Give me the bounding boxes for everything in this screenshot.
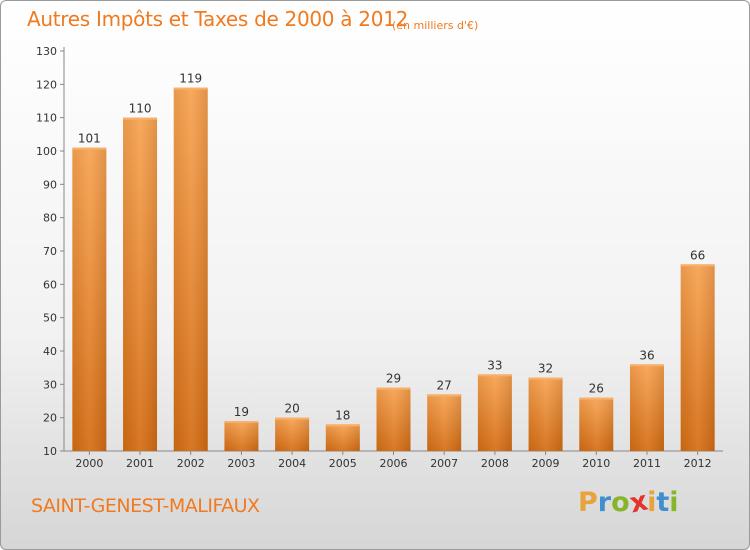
bar-value-label: 19 [234,405,249,419]
proxiti-logo: Proxiti [578,486,679,520]
bar-top-edge [325,424,360,427]
bar-2004 [275,417,310,451]
x-tick-label: 2006 [380,457,408,470]
bar-top-edge [477,374,512,377]
y-tick-label: 90 [43,178,57,191]
y-tick-label: 60 [43,278,57,291]
bar-2008 [477,374,512,451]
bar-shade [579,397,614,451]
x-tick-label: 2002 [177,457,205,470]
y-tick-label: 30 [43,378,57,391]
x-tick-label: 2000 [75,457,103,470]
city-name: SAINT-GENEST-MALIFAUX [31,495,260,517]
bar-2010 [579,397,614,451]
chart-title: Autres Impôts et Taxes de 2000 à 2012 [27,7,408,31]
bar-2006 [376,387,411,451]
logo-letter: i [669,487,679,518]
bar-top-edge [376,387,411,390]
bar-2002 [173,87,208,452]
y-axis: 10 20 30 40 50 60 70 80 90 100 110 120 130 [36,45,723,458]
bar-value-label: 119 [179,72,202,86]
bar-value-label: 101 [78,132,101,146]
bar-shade [427,394,462,451]
x-axis: 2000 2001 2002 2003 2004 2005 2006 2007 2008 2009… [75,451,712,470]
bar-top-edge [72,147,107,150]
bar-value-label: 110 [129,102,152,116]
bar-2009 [528,377,563,451]
bar-value-label: 29 [386,372,401,386]
bar-value-label: 32 [538,362,553,376]
bar-value-label: 18 [335,408,350,422]
y-tick-label: 80 [43,212,57,225]
y-tick-label: 100 [36,145,57,158]
logo-letter: t [656,487,670,518]
y-tick-label: 10 [43,445,57,458]
bar-shade [173,87,208,452]
x-tick-label: 2007 [430,457,458,470]
bar-shade [629,364,664,451]
bars: 101 110 119 19 20 18 29 27 33 32 26 36 66 [72,72,715,452]
bar-top-edge [629,364,664,367]
x-tick-label: 2001 [126,457,154,470]
x-tick-label: 2004 [278,457,306,470]
bar-top-edge [528,377,563,380]
bar-value-label: 33 [487,358,502,372]
y-tick-label: 70 [43,245,57,258]
x-tick-label: 2012 [684,457,712,470]
bar-top-edge [579,397,614,400]
y-tick-label: 130 [36,45,57,58]
logo-letter: P [578,487,598,518]
bar-shade [325,424,360,451]
y-tick-label: 110 [36,112,57,125]
bar-shade [376,387,411,451]
y-tick-label: 40 [43,345,57,358]
bar-2000 [72,147,107,451]
x-tick-label: 2005 [329,457,357,470]
bar-2012 [680,264,715,451]
bar-top-edge [123,117,158,120]
bar-2011 [629,364,664,451]
bar-value-label: 36 [639,348,654,362]
bar-2003 [224,421,259,451]
logo-letter: i [647,487,657,518]
bar-top-edge [275,417,310,420]
bar-top-edge [680,264,715,267]
y-tick-label: 20 [43,412,57,425]
x-tick-label: 2011 [633,457,661,470]
y-tick-label: 120 [36,78,57,91]
chart-subtitle: (en milliers d'€) [392,19,479,32]
bar-value-label: 27 [437,378,452,392]
bar-shade [275,417,310,451]
bar-top-edge [427,394,462,397]
bar-2001 [123,117,158,452]
bar-shade [680,264,715,451]
bar-shade [528,377,563,451]
bar-2005 [325,424,360,451]
x-tick-label: 2003 [227,457,255,470]
logo-letter: o [611,487,630,518]
bar-shade [72,147,107,451]
bar-top-edge [173,87,208,90]
y-tick-label: 50 [43,312,57,325]
x-tick-label: 2010 [582,457,610,470]
bar-shade [477,374,512,451]
x-tick-label: 2009 [532,457,560,470]
bar-shade [224,421,259,451]
logo-letter: r [597,487,612,518]
x-tick-label: 2008 [481,457,509,470]
bar-value-label: 66 [690,248,705,262]
bar-top-edge [224,421,259,423]
bar-2007 [427,394,462,451]
bar-shade [123,117,158,452]
bar-value-label: 26 [589,382,604,396]
bar-value-label: 20 [284,402,299,416]
